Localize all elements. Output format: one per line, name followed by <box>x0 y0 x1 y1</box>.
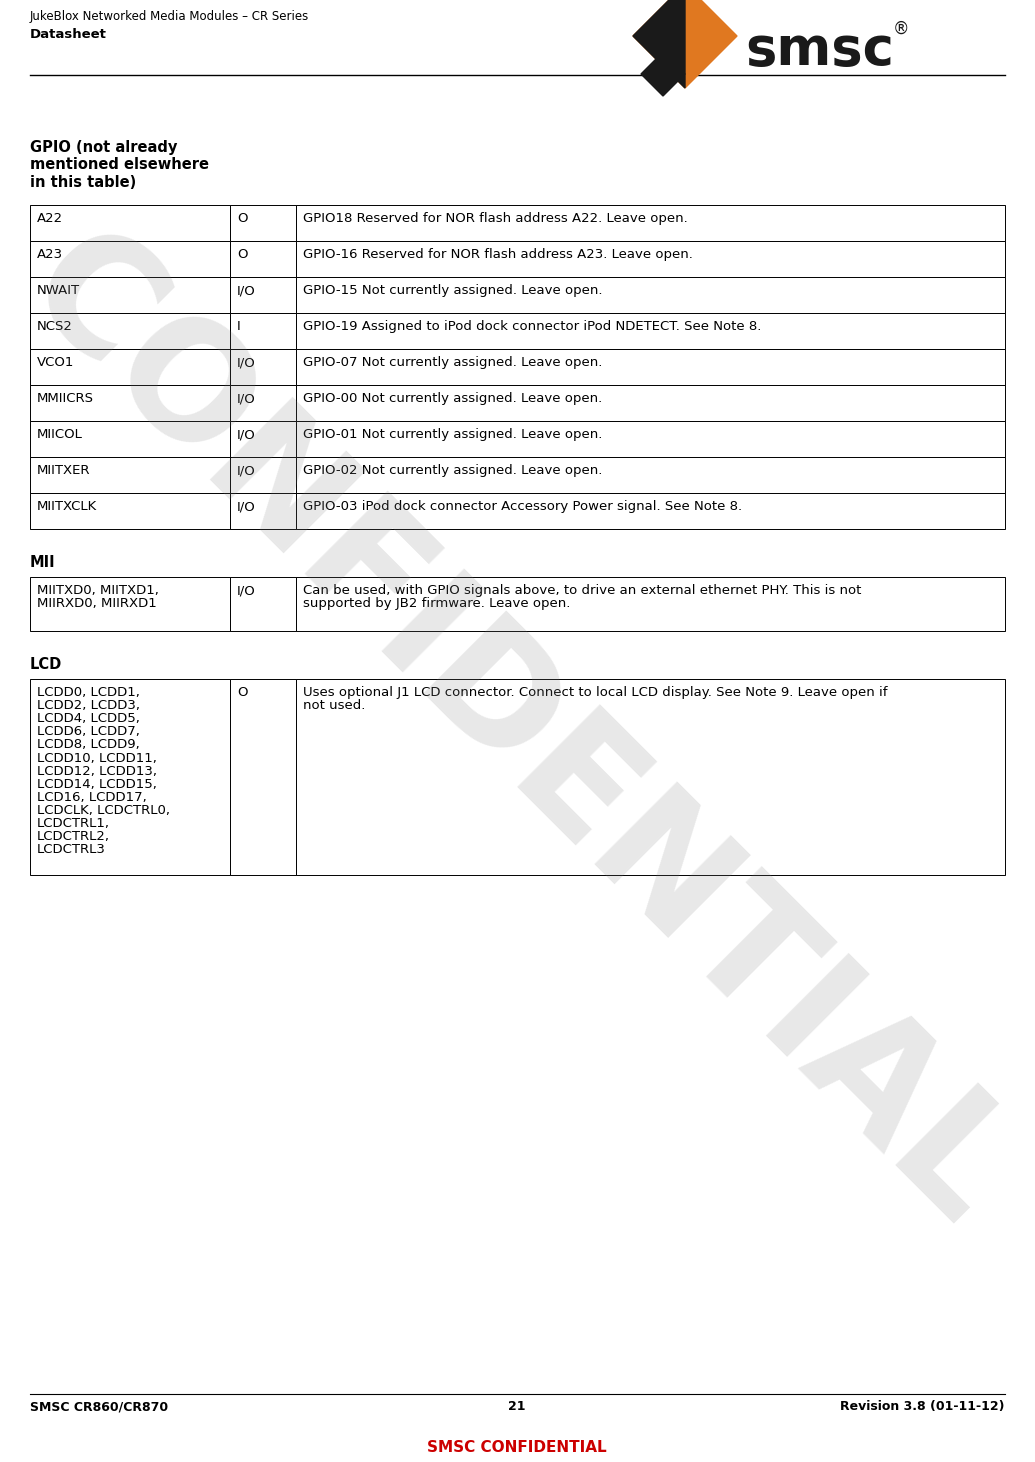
Text: MIITXER: MIITXER <box>37 463 90 477</box>
Text: smsc: smsc <box>745 23 894 76</box>
Polygon shape <box>633 0 685 88</box>
Bar <box>296 349 1005 385</box>
Text: GPIO-00 Not currently assigned. Leave open.: GPIO-00 Not currently assigned. Leave op… <box>303 392 602 405</box>
Text: Revision 3.8 (01-11-12): Revision 3.8 (01-11-12) <box>840 1401 1005 1412</box>
Text: GPIO-03 iPod dock connector Accessory Power signal. See Note 8.: GPIO-03 iPod dock connector Accessory Po… <box>303 500 742 513</box>
Text: LCDD8, LCDD9,: LCDD8, LCDD9, <box>37 738 140 751</box>
Bar <box>230 205 296 241</box>
Text: I/O: I/O <box>237 500 256 513</box>
Bar <box>296 205 1005 241</box>
Text: ®: ® <box>893 20 910 38</box>
Text: I/O: I/O <box>237 463 256 477</box>
Bar <box>296 678 1005 874</box>
Text: I/O: I/O <box>237 284 256 297</box>
Polygon shape <box>641 53 685 96</box>
Text: GPIO-19 Assigned to iPod dock connector iPod NDETECT. See Note 8.: GPIO-19 Assigned to iPod dock connector … <box>303 320 762 333</box>
Text: MIIRXD0, MIIRXD1: MIIRXD0, MIIRXD1 <box>37 596 156 610</box>
Bar <box>30 241 230 276</box>
Text: SMSC CONFIDENTIAL: SMSC CONFIDENTIAL <box>427 1440 607 1455</box>
Bar <box>30 385 230 421</box>
Text: MMIICRS: MMIICRS <box>37 392 94 405</box>
Text: Datasheet: Datasheet <box>30 28 107 41</box>
Text: A22: A22 <box>37 212 63 225</box>
Text: LCDD10, LCDD11,: LCDD10, LCDD11, <box>37 751 157 765</box>
Text: I/O: I/O <box>237 392 256 405</box>
Text: NCS2: NCS2 <box>37 320 72 333</box>
Text: LCDD4, LCDD5,: LCDD4, LCDD5, <box>37 712 140 725</box>
Text: LCDD0, LCDD1,: LCDD0, LCDD1, <box>37 686 140 699</box>
Text: CONFIDENTIAL: CONFIDENTIAL <box>0 209 1035 1254</box>
Text: LCDD12, LCDD13,: LCDD12, LCDD13, <box>37 765 157 778</box>
Text: A23: A23 <box>37 249 63 262</box>
Text: I/O: I/O <box>237 428 256 442</box>
Text: Can be used, with GPIO signals above, to drive an external ethernet PHY. This is: Can be used, with GPIO signals above, to… <box>303 583 861 596</box>
Bar <box>230 678 296 874</box>
Text: LCDCTRL1,: LCDCTRL1, <box>37 817 110 830</box>
Text: LCDCTRL3: LCDCTRL3 <box>37 844 106 857</box>
Bar <box>30 678 230 874</box>
Bar <box>30 458 230 493</box>
Text: SMSC CR860/CR870: SMSC CR860/CR870 <box>30 1401 168 1412</box>
Bar <box>296 241 1005 276</box>
Text: not used.: not used. <box>303 699 365 712</box>
Text: LCD16, LCDD17,: LCD16, LCDD17, <box>37 791 147 804</box>
Bar <box>230 241 296 276</box>
Text: LCDCTRL2,: LCDCTRL2, <box>37 830 110 844</box>
Bar <box>230 385 296 421</box>
Text: GPIO-07 Not currently assigned. Leave open.: GPIO-07 Not currently assigned. Leave op… <box>303 357 602 368</box>
Text: MIICOL: MIICOL <box>37 428 83 442</box>
Text: I: I <box>237 320 240 333</box>
Text: LCD: LCD <box>30 656 62 673</box>
Bar <box>230 313 296 349</box>
Bar <box>230 458 296 493</box>
Text: GPIO-16 Reserved for NOR flash address A23. Leave open.: GPIO-16 Reserved for NOR flash address A… <box>303 249 693 262</box>
Text: GPIO18 Reserved for NOR flash address A22. Leave open.: GPIO18 Reserved for NOR flash address A2… <box>303 212 688 225</box>
Text: LCDD2, LCDD3,: LCDD2, LCDD3, <box>37 699 140 712</box>
Bar <box>30 205 230 241</box>
Bar <box>30 577 230 632</box>
Text: I/O: I/O <box>237 357 256 368</box>
Text: GPIO-15 Not currently assigned. Leave open.: GPIO-15 Not currently assigned. Leave op… <box>303 284 602 297</box>
Text: O: O <box>237 212 247 225</box>
Bar <box>296 577 1005 632</box>
Bar <box>296 493 1005 529</box>
Bar <box>30 313 230 349</box>
Text: I/O: I/O <box>237 583 256 596</box>
Text: MIITXD0, MIITXD1,: MIITXD0, MIITXD1, <box>37 583 159 596</box>
Text: MII: MII <box>30 556 56 570</box>
Bar <box>30 276 230 313</box>
Text: MIITXCLK: MIITXCLK <box>37 500 97 513</box>
Bar <box>296 385 1005 421</box>
Text: supported by JB2 firmware. Leave open.: supported by JB2 firmware. Leave open. <box>303 596 570 610</box>
Bar <box>30 421 230 458</box>
Polygon shape <box>633 0 737 88</box>
Text: JukeBlox Networked Media Modules – CR Series: JukeBlox Networked Media Modules – CR Se… <box>30 10 309 23</box>
Bar <box>230 421 296 458</box>
Bar <box>296 458 1005 493</box>
Text: LCDD6, LCDD7,: LCDD6, LCDD7, <box>37 725 140 738</box>
Text: LCDD14, LCDD15,: LCDD14, LCDD15, <box>37 778 157 791</box>
Text: LCDCLK, LCDCTRL0,: LCDCLK, LCDCTRL0, <box>37 804 170 817</box>
Text: 21: 21 <box>508 1401 526 1412</box>
Bar <box>30 493 230 529</box>
Text: GPIO-02 Not currently assigned. Leave open.: GPIO-02 Not currently assigned. Leave op… <box>303 463 602 477</box>
Text: O: O <box>237 249 247 262</box>
Bar <box>296 313 1005 349</box>
Bar <box>296 276 1005 313</box>
Text: GPIO-01 Not currently assigned. Leave open.: GPIO-01 Not currently assigned. Leave op… <box>303 428 602 442</box>
Bar <box>296 421 1005 458</box>
Text: Uses optional J1 LCD connector. Connect to local LCD display. See Note 9. Leave : Uses optional J1 LCD connector. Connect … <box>303 686 888 699</box>
Text: VCO1: VCO1 <box>37 357 75 368</box>
Bar <box>230 349 296 385</box>
Bar <box>230 577 296 632</box>
Bar <box>30 349 230 385</box>
Text: NWAIT: NWAIT <box>37 284 80 297</box>
Text: O: O <box>237 686 247 699</box>
Text: GPIO (not already
mentioned elsewhere
in this table): GPIO (not already mentioned elsewhere in… <box>30 140 209 190</box>
Bar <box>230 493 296 529</box>
Bar <box>230 276 296 313</box>
